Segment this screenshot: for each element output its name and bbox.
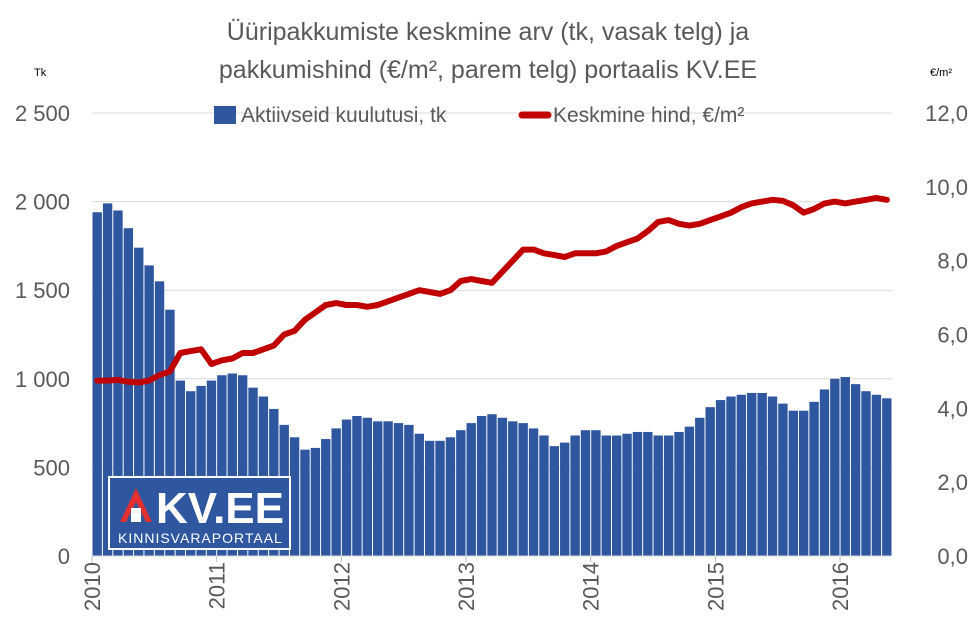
bar xyxy=(363,418,372,556)
bar xyxy=(311,448,320,556)
legend-line-label: Keskmine hind, €/m² xyxy=(553,104,744,127)
bar xyxy=(404,425,413,556)
bar xyxy=(456,430,465,556)
bar xyxy=(331,428,340,556)
right-tick-label: 6,0 xyxy=(937,323,968,348)
left-axis-unit: Tk xyxy=(34,67,47,79)
bar xyxy=(300,450,309,556)
right-tick-label: 8,0 xyxy=(937,249,968,274)
left-tick-label: 1 500 xyxy=(15,278,70,303)
chart-title-line-1: Üüripakkumiste keskmine arv (tk, vasak t… xyxy=(227,18,749,46)
bar xyxy=(674,432,683,556)
bar xyxy=(352,416,361,556)
bar xyxy=(747,393,756,556)
bar xyxy=(342,420,351,556)
x-tick-label: 2011 xyxy=(205,562,230,609)
bar xyxy=(882,398,891,556)
x-tick-label: 2010 xyxy=(80,562,105,611)
right-tick-label: 12,0 xyxy=(925,101,968,126)
bar xyxy=(373,421,382,556)
bar xyxy=(716,400,725,556)
bar xyxy=(768,397,777,556)
bar xyxy=(435,441,444,556)
kv-logo: KV.EE KINNISVARAPORTAAL xyxy=(109,477,290,549)
bar xyxy=(425,441,434,556)
bar xyxy=(789,411,798,556)
x-tick-label: 2014 xyxy=(579,562,604,611)
left-tick-label: 1 000 xyxy=(15,367,70,392)
x-tick-label: 2016 xyxy=(828,562,853,611)
left-tick-label: 500 xyxy=(33,455,70,480)
bar xyxy=(705,407,714,556)
bar xyxy=(861,391,870,556)
bar xyxy=(415,434,424,556)
bar xyxy=(654,436,663,556)
left-tick-label: 0 xyxy=(58,544,70,569)
bar xyxy=(664,436,673,556)
bar xyxy=(872,395,881,556)
bar xyxy=(778,404,787,556)
x-tick-label: 2013 xyxy=(454,562,479,611)
bar xyxy=(809,402,818,556)
bar xyxy=(685,427,694,556)
bar xyxy=(539,436,548,556)
bar xyxy=(550,446,559,556)
bar xyxy=(799,411,808,556)
logo-tagline: KINNISVARAPORTAAL xyxy=(118,530,283,546)
left-tick-label: 2 500 xyxy=(15,101,70,126)
bar xyxy=(602,436,611,556)
bar xyxy=(591,430,600,556)
bar xyxy=(695,418,704,556)
bar xyxy=(518,423,527,556)
bar xyxy=(570,436,579,556)
bar xyxy=(560,443,569,556)
bar xyxy=(633,432,642,556)
bar xyxy=(93,212,102,556)
bar xyxy=(498,418,507,556)
right-tick-label: 4,0 xyxy=(937,396,968,421)
bar xyxy=(508,421,517,556)
bar xyxy=(529,428,538,556)
bar xyxy=(290,437,299,556)
right-tick-label: 2,0 xyxy=(937,470,968,495)
bar xyxy=(622,434,631,556)
bar xyxy=(581,430,590,556)
bar xyxy=(820,389,829,556)
bar xyxy=(467,423,476,556)
bar xyxy=(757,393,766,556)
bar xyxy=(851,384,860,556)
bar xyxy=(321,439,330,556)
chart-title-line-2: pakkumishind (€/m², parem telg) portaali… xyxy=(219,56,757,84)
bar xyxy=(487,414,496,556)
bar xyxy=(394,423,403,556)
bar xyxy=(726,397,735,556)
right-tick-label: 0,0 xyxy=(937,544,968,569)
left-tick-label: 2 000 xyxy=(15,190,70,215)
x-tick-label: 2012 xyxy=(329,562,354,611)
bar xyxy=(383,421,392,556)
legend-bar-swatch xyxy=(214,106,236,124)
x-tick-label: 2015 xyxy=(703,562,728,611)
right-axis-unit: €/m² xyxy=(930,67,952,79)
legend: Aktiivseid kuulutusi, tk Keskmine hind, … xyxy=(214,104,744,127)
bar xyxy=(477,416,486,556)
bar xyxy=(612,436,621,556)
bar xyxy=(830,379,839,556)
bar xyxy=(737,395,746,556)
bar xyxy=(841,377,850,556)
right-tick-label: 10,0 xyxy=(925,175,968,200)
bar xyxy=(446,437,455,556)
logo-brand: KV.EE xyxy=(156,484,284,533)
bar xyxy=(643,432,652,556)
legend-bar-label: Aktiivseid kuulutusi, tk xyxy=(241,104,447,127)
